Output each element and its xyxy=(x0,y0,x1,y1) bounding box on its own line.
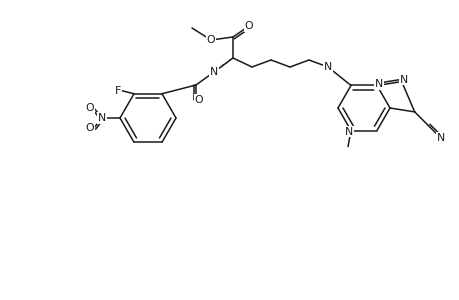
Text: N: N xyxy=(436,133,444,143)
Text: O: O xyxy=(85,123,94,133)
Text: O: O xyxy=(194,95,203,105)
Text: N: N xyxy=(323,62,331,72)
Text: O: O xyxy=(244,21,253,31)
Text: N: N xyxy=(344,127,353,136)
Text: O: O xyxy=(85,103,94,113)
Text: N: N xyxy=(374,80,382,89)
Text: N: N xyxy=(399,75,407,85)
Text: N: N xyxy=(209,67,218,77)
Text: O: O xyxy=(206,35,215,45)
Text: N: N xyxy=(98,113,106,123)
Text: F: F xyxy=(115,86,121,96)
